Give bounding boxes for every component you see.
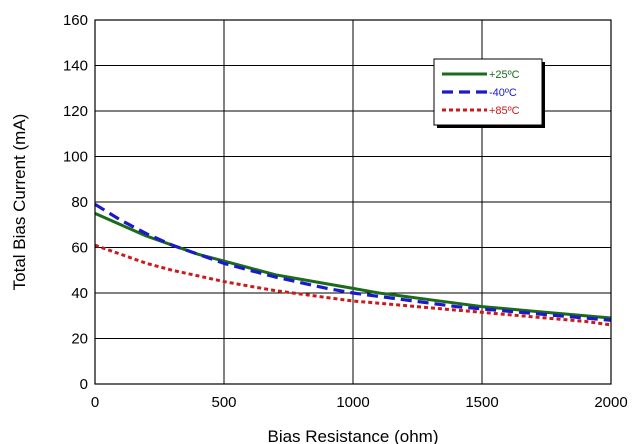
series-line-1 — [94, 212, 612, 320]
series-layer — [94, 202, 612, 327]
y-tick-label: 80 — [71, 194, 88, 211]
y-tick-label: 60 — [71, 240, 88, 257]
y-tick-label: 100 — [63, 149, 88, 166]
series-line-2 — [94, 202, 612, 322]
legend-label-3: +85ºC — [489, 105, 520, 117]
y-tick-label: 120 — [63, 103, 88, 120]
x-tick-label: 1000 — [336, 394, 369, 411]
y-axis-title: Total Bias Current (mA) — [10, 114, 29, 291]
y-tick-label: 140 — [63, 58, 88, 75]
x-tick-label: 0 — [91, 394, 99, 411]
legend-label-2: -40ºC — [489, 87, 517, 99]
legend-label-1: +25ºC — [489, 69, 520, 81]
x-axis-title: Bias Resistance (ohm) — [267, 427, 438, 444]
y-tick-label: 0 — [80, 376, 88, 393]
x-tick-label: 1500 — [465, 394, 498, 411]
y-tick-label: 160 — [63, 12, 88, 29]
x-tick-label: 500 — [211, 394, 236, 411]
legend: +25ºC -40ºC +85ºC — [433, 58, 545, 128]
series-line-3 — [94, 243, 612, 327]
x-tick-label: 2000 — [594, 394, 627, 411]
y-tick-label: 40 — [71, 285, 88, 302]
y-tick-label: 20 — [71, 331, 88, 348]
plot-frame — [94, 19, 612, 385]
ticks: 0 20 40 60 80 100 120 140 160 0 500 1000 1500 2000 — [63, 12, 628, 411]
